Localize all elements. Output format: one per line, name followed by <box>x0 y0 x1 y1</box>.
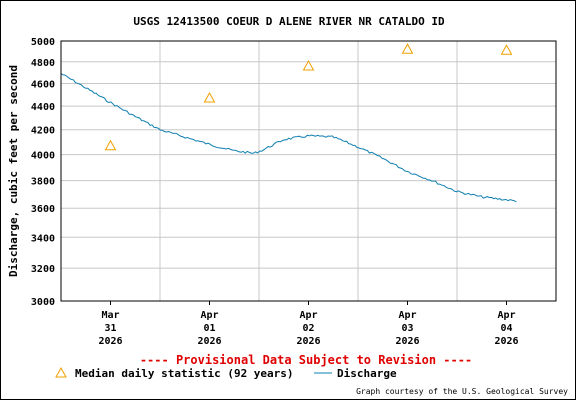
y-axis-ticks: 3000 3200 3400 3600 3800 4000 4200 4400 4600 4800… <box>31 37 55 308</box>
x-tick-label: 2026 <box>395 336 419 347</box>
y-tick-label: 4600 <box>31 79 55 90</box>
median-marker <box>401 43 414 54</box>
y-tick-label: 4800 <box>31 58 55 69</box>
x-tick-label: 01 <box>203 323 215 334</box>
x-tick-label: 2026 <box>98 336 122 347</box>
median-marker <box>302 60 315 71</box>
x-tick-label: Apr <box>200 310 218 321</box>
legend-discharge-label: Discharge <box>337 367 397 380</box>
x-tick-label: 04 <box>500 323 512 334</box>
legend-median-marker <box>55 366 67 378</box>
chart-title: USGS 12413500 COEUR D ALENE RIVER NR CAT… <box>133 15 445 28</box>
x-tick-label: Apr <box>398 310 416 321</box>
y-tick-label: 3000 <box>31 297 55 308</box>
x-tick-label: 2026 <box>197 336 221 347</box>
x-tick-label: 31 <box>104 323 116 334</box>
discharge-line <box>60 73 517 203</box>
y-tick-label: 3600 <box>31 204 55 215</box>
y-tick-label: 4400 <box>31 102 55 113</box>
plot-border <box>60 40 557 302</box>
courtesy-note: Graph courtesy of the U.S. Geological Su… <box>356 387 568 396</box>
x-tick-label: 2026 <box>494 336 518 347</box>
median-marker <box>203 92 216 103</box>
y-tick-label: 4200 <box>31 126 55 137</box>
x-axis-ticks: Mar 31 2026 Apr 01 2026 Apr 02 2026 Apr 03 2026 Apr 0… <box>98 301 519 347</box>
legend-median-label: Median daily statistic (92 years) <box>75 367 294 380</box>
median-marker <box>500 44 513 55</box>
y-tick-label: 3800 <box>31 177 55 188</box>
x-tick-label: 02 <box>302 323 314 334</box>
median-marker <box>104 139 117 151</box>
y-tick-label: 3200 <box>31 264 55 275</box>
y-axis-label: Discharge, cubic feet per second <box>7 65 20 277</box>
series-layer <box>60 43 517 203</box>
y-tick-label: 5000 <box>31 37 55 48</box>
x-tick-label: Apr <box>497 310 515 321</box>
x-tick-label: Mar <box>101 310 119 321</box>
provisional-notice: ---- Provisional Data Subject to Revisio… <box>140 353 472 367</box>
legend: Median daily statistic (92 years) Discha… <box>55 366 397 380</box>
plot-area: 3000 3200 3400 3600 3800 4000 4200 4400 4600 4800… <box>31 37 557 347</box>
x-tick-label: 2026 <box>296 336 320 347</box>
x-tick-label: Apr <box>299 310 317 321</box>
y-tick-label: 4000 <box>31 151 55 162</box>
x-tick-label: 03 <box>401 323 413 334</box>
plot-background <box>61 41 556 301</box>
y-tick-label: 3400 <box>31 233 55 244</box>
